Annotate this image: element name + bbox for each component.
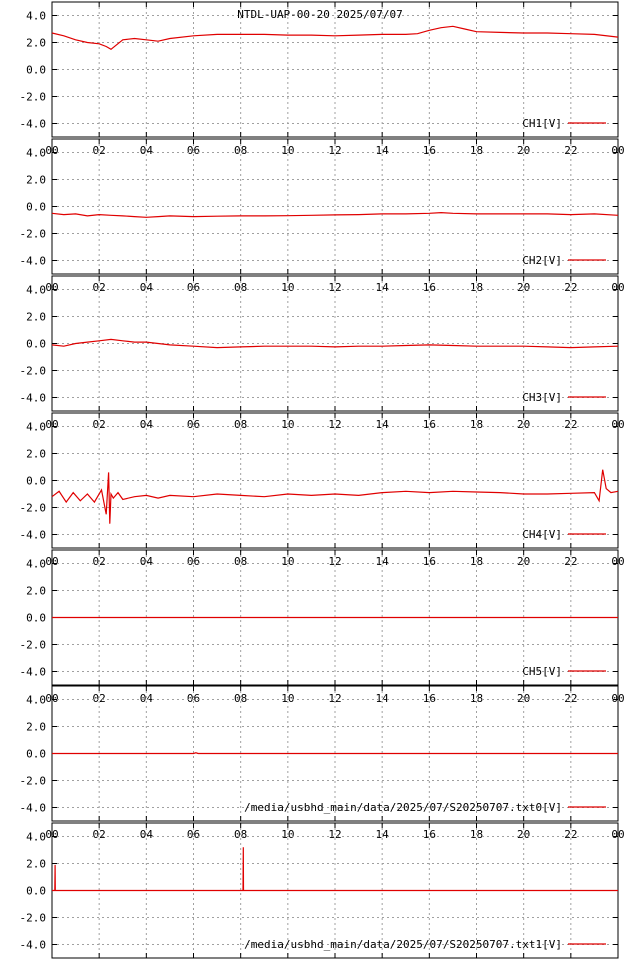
y-tick-label: 2.0 [26,585,46,598]
series-line-4 [51,469,619,524]
y-tick-label: -4.0 [20,255,47,268]
y-tick-label: 0.0 [26,338,46,351]
legend-label: CH1[V] [522,117,562,130]
legend-label: CH4[V] [522,528,562,541]
y-tick-label: -4.0 [20,529,47,542]
panel-1: 4.02.00.0-2.0-4.000 02 04 06 08 10 12 14 16 18 20 2… [20,1,625,157]
y-tick-label: 2.0 [26,858,46,871]
x-tick-label: 10 [281,692,294,705]
y-tick-label: -2.0 [20,228,47,241]
panel-2: 4.02.00.0-2.0-4.000 02 04 06 08 10 12 14 16 18 20 2… [20,138,625,294]
series-line-1 [51,25,619,51]
y-tick-label: 4.0 [26,284,46,297]
series-line-2 [51,211,619,218]
y-tick-label: 0.0 [26,475,46,488]
y-tick-label: 0.0 [26,64,46,77]
y-tick-label: 0.0 [26,612,46,625]
panels-layer: 4.02.00.0-2.0-4.000 02 04 06 08 10 12 14 16 18 20 2… [20,1,625,959]
y-tick-label: 0.0 [26,885,46,898]
legend-label: CH2[V] [522,254,562,267]
panel-4: 4.02.00.0-2.0-4.000 02 04 06 08 10 12 14 16 18 20 2… [20,412,625,568]
y-tick-label: -4.0 [20,392,47,405]
panel-7: 4.02.00.0-2.0-4.000020406081012141618202… [20,822,619,959]
x-tick-label: 12 [328,692,341,705]
y-tick-label: 4.0 [26,831,46,844]
y-tick-label: 4.0 [26,694,46,707]
y-tick-label: 2.0 [26,174,46,187]
legend-label: /media/usbhd_main/data/2025/07/S20250707… [244,938,562,951]
y-tick-label: -4.0 [20,666,47,679]
y-tick-label: 2.0 [26,448,46,461]
y-tick-label: -4.0 [20,802,47,815]
legend-label: CH3[V] [522,391,562,404]
series-line-7 [52,847,618,892]
y-tick-label: -2.0 [20,775,47,788]
y-tick-label: -2.0 [20,365,47,378]
x-tick-label: 02 [93,692,106,705]
legend-label: /media/usbhd_main/data/2025/07/S20250707… [244,801,562,814]
y-tick-label: -2.0 [20,639,47,652]
x-tick-label: 06 [187,692,200,705]
y-tick-label: -4.0 [20,118,47,131]
y-tick-label: 2.0 [26,721,46,734]
y-tick-label: -2.0 [20,912,47,925]
x-tick-label: 18 [470,692,483,705]
x-tick-label: 22 [564,692,577,705]
panel-5: 4.02.00.0-2.0-4.000 02 04 06 08 10 12 14 16 18 20 2… [20,549,625,705]
x-tick-label: 08 [234,692,247,705]
y-tick-label: 2.0 [26,311,46,324]
y-tick-label: -2.0 [20,502,47,515]
panel-6: 4.02.00.0-2.0-4.000 02 04 06 08 10 12 14 16 18 20 2… [20,685,625,841]
y-tick-label: -4.0 [20,939,47,952]
x-tick-label: 16 [423,692,436,705]
y-tick-label: 4.0 [26,10,46,23]
x-tick-label: 04 [140,692,154,705]
x-tick-label: 14 [376,692,390,705]
y-tick-label: 4.0 [26,558,46,571]
y-tick-label: 4.0 [26,147,46,160]
y-tick-label: 0.0 [26,201,46,214]
series-line-6 [52,752,618,755]
y-tick-label: 0.0 [26,748,46,761]
y-tick-label: 4.0 [26,421,46,434]
x-tick-label: 20 [517,692,530,705]
series-line-3 [51,338,619,349]
y-tick-label: 2.0 [26,37,46,50]
chart-title: NTDL-UAP-00-20 2025/07/07 [237,8,403,21]
legend-label: CH5[V] [522,665,562,678]
y-tick-label: -2.0 [20,91,47,104]
